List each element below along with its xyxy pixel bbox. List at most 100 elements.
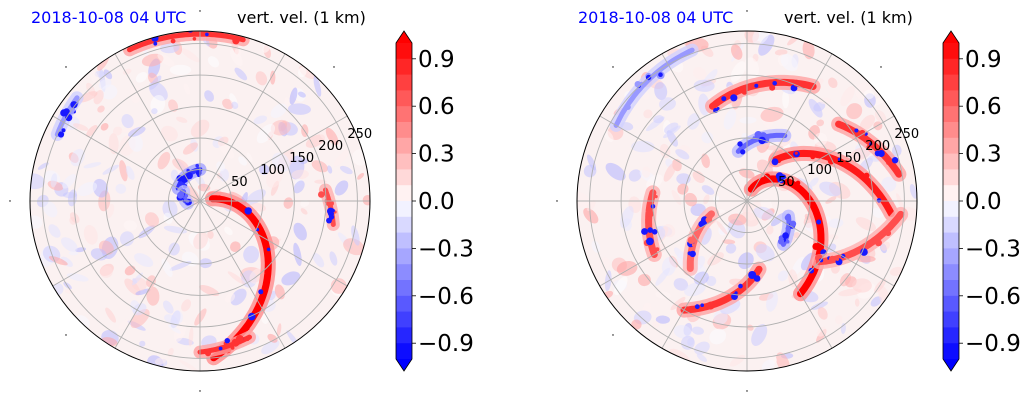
field-speckle: [180, 48, 200, 63]
field-speckle: [293, 242, 302, 267]
band-cell: [700, 303, 704, 308]
band-cell: [775, 172, 784, 180]
band-cell: [625, 104, 631, 110]
field-speckle: [100, 265, 113, 278]
colorbar-tick-label: −0.3: [418, 236, 474, 262]
field-speckle: [293, 222, 307, 241]
field-speckle: [603, 130, 614, 143]
colorbar-bin: [396, 327, 412, 344]
field-speckle: [334, 180, 349, 196]
updraft-band: [680, 265, 763, 314]
angular-gridline: [599, 115, 748, 202]
colorbar-bin: [396, 58, 412, 75]
field-speckle: [722, 239, 736, 245]
field-speckle: [333, 148, 351, 167]
field-speckle: [637, 273, 651, 287]
field-speckle: [311, 160, 328, 173]
colorbar-tick-label: 0.3: [418, 142, 455, 168]
field-speckle: [30, 173, 45, 190]
field-speckle: [835, 315, 843, 325]
colorbar-bin: [943, 169, 959, 186]
band-cell: [318, 191, 325, 198]
field-speckle: [108, 133, 119, 155]
field-speckle: [881, 176, 897, 192]
field-speckle: [119, 231, 135, 247]
band-cell: [721, 96, 727, 102]
axis-tick-dot: [556, 200, 558, 202]
field-speckle: [289, 87, 298, 105]
polar-frame: [576, 30, 918, 372]
colorbar-bin: [396, 343, 412, 360]
field-speckle: [838, 288, 862, 297]
colorbar-bin: [396, 232, 412, 249]
field-speckle: [193, 231, 209, 250]
field-speckle: [591, 240, 601, 253]
colorbar-bin: [396, 248, 412, 265]
field-speckle: [231, 101, 239, 109]
angular-gridline: [199, 53, 286, 202]
field-speckle: [755, 244, 775, 262]
field-speckle: [291, 169, 309, 180]
field-speckle: [828, 234, 839, 240]
field-speckle: [751, 324, 768, 346]
band-cell: [216, 195, 222, 201]
field-speckle: [840, 323, 846, 334]
field-speckle: [586, 199, 596, 212]
band-cell: [153, 41, 158, 46]
field-speckle: [692, 170, 705, 183]
band-cell: [65, 114, 73, 122]
field-speckle: [70, 148, 85, 167]
colorbar-bin: [943, 280, 959, 297]
field-speckle: [272, 152, 291, 172]
field-speckle: [50, 173, 58, 188]
polar-grid: [577, 31, 917, 371]
field-speckle: [68, 250, 79, 256]
band-cell: [730, 94, 738, 102]
colorbar-tick-label: 0.9: [418, 47, 455, 73]
angular-gridline: [746, 53, 833, 202]
colorbar-tick-label: −0.6: [965, 284, 1021, 310]
field-speckle: [662, 224, 676, 238]
field-speckle: [817, 307, 828, 320]
colorbar-bin: [396, 169, 412, 186]
field-speckle: [641, 166, 651, 178]
field-speckle: [891, 144, 902, 157]
band-cell: [828, 255, 836, 263]
field-speckle: [659, 143, 671, 159]
band-cell: [658, 72, 663, 77]
radial-gridline: [42, 43, 358, 359]
band-cell: [754, 83, 759, 88]
field-speckle: [176, 116, 188, 123]
field-speckle: [760, 106, 784, 122]
band-cell: [667, 61, 672, 65]
colorbar-bin: [396, 280, 412, 297]
band-cell: [218, 346, 223, 351]
band-cell: [771, 158, 779, 166]
angular-gridline: [746, 200, 895, 287]
band-cell: [716, 107, 720, 110]
field-speckle: [846, 103, 863, 120]
colorbar-extend-min: [943, 359, 959, 371]
axis-tick-dot: [199, 10, 201, 12]
field-speckle: [157, 151, 171, 170]
field-speckle: [266, 165, 284, 188]
field-speckle: [199, 258, 212, 269]
band-cell: [258, 289, 264, 295]
field-speckle: [808, 98, 823, 118]
angular-gridline: [199, 115, 348, 202]
field-speckle: [135, 288, 151, 296]
colorbar-bin: [396, 106, 412, 123]
field-speckle: [139, 340, 146, 347]
field-speckle: [327, 165, 333, 174]
band-cell: [737, 141, 743, 147]
band-cell: [812, 243, 820, 250]
radial-gridline: [73, 74, 327, 328]
band-cell: [758, 136, 766, 145]
colorbar-outline: [395, 30, 413, 372]
field-speckle: [234, 67, 248, 81]
field-speckle: [281, 271, 301, 286]
colorbar-bin: [943, 106, 959, 123]
field-speckle: [163, 225, 187, 234]
field-speckle: [351, 225, 360, 246]
polar-panel-right: 2018-10-08 04 UTC vert. vel. (1 km) 50 10…: [547, 0, 1036, 401]
